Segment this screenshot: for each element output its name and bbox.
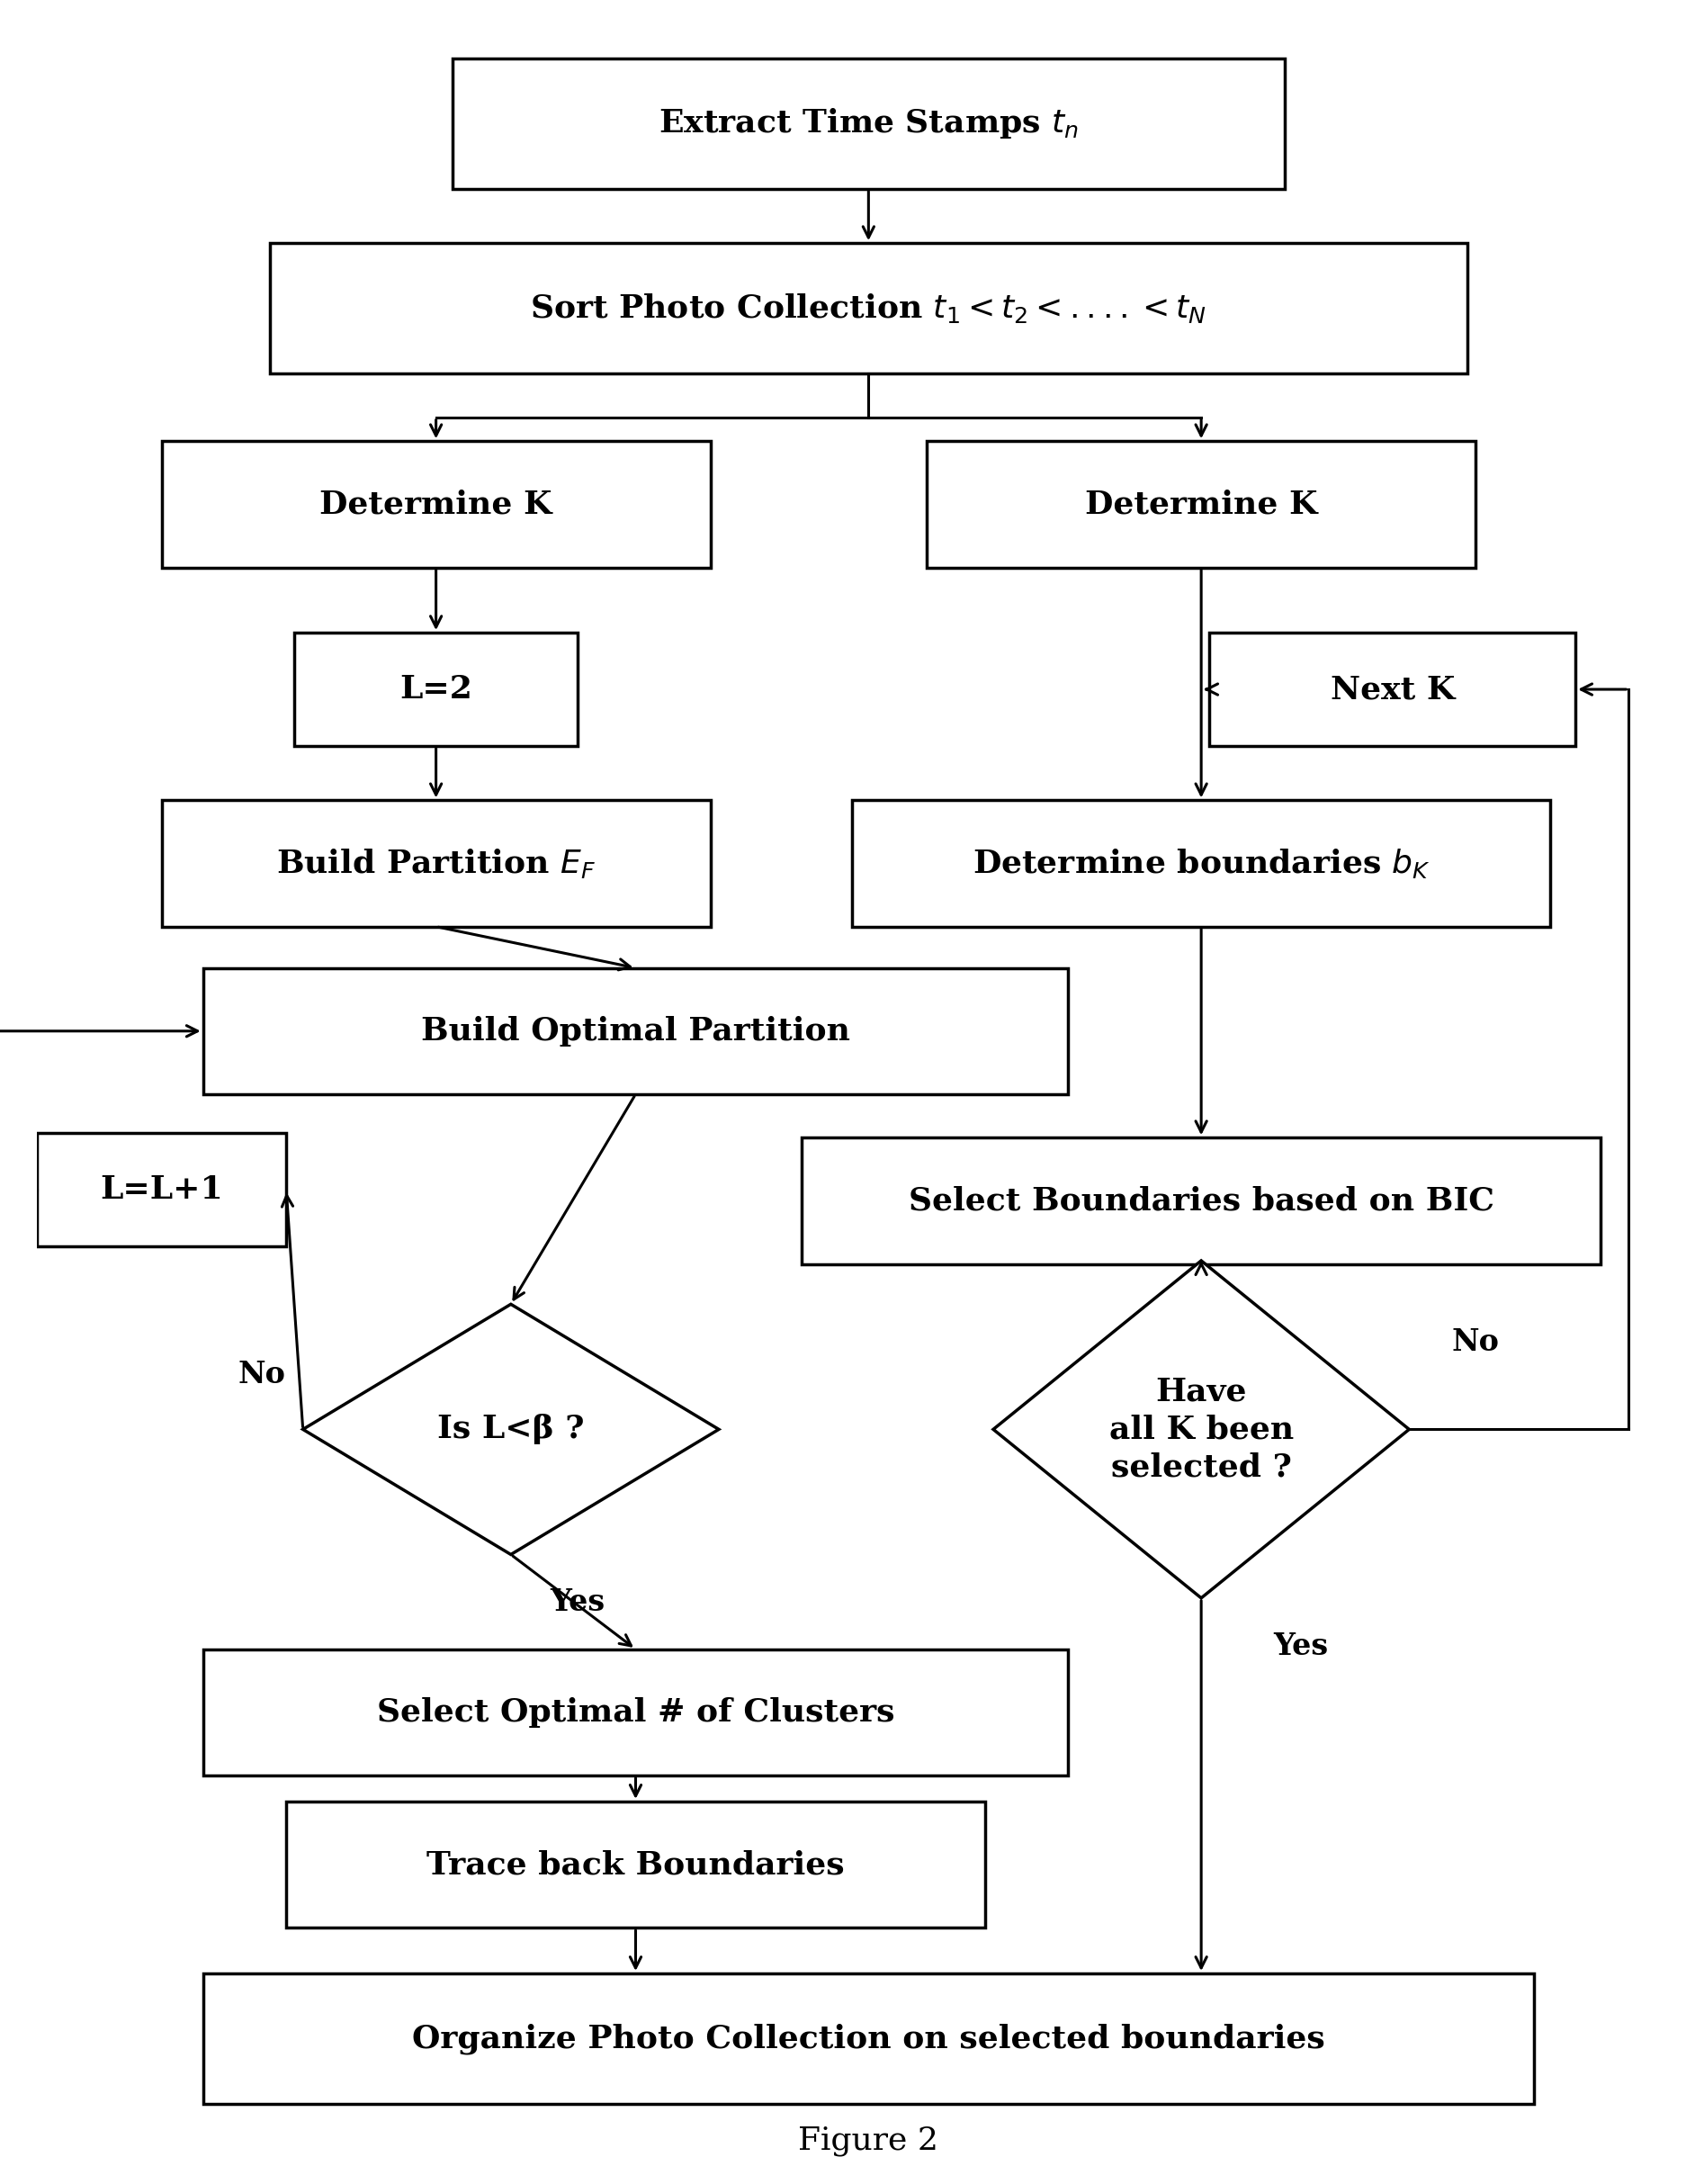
Text: No: No: [237, 1361, 285, 1389]
FancyBboxPatch shape: [927, 441, 1476, 568]
FancyBboxPatch shape: [269, 242, 1467, 373]
FancyBboxPatch shape: [162, 441, 711, 568]
FancyBboxPatch shape: [453, 59, 1285, 188]
Text: Yes: Yes: [550, 1588, 605, 1616]
Text: Build Partition $E_F$: Build Partition $E_F$: [276, 847, 596, 880]
Text: Sort Photo Collection $t_1$$<$$t_2$$<$$....$$<$$t_N$: Sort Photo Collection $t_1$$<$$t_2$$<$$.…: [530, 293, 1206, 325]
Text: Figure 2: Figure 2: [799, 2125, 939, 2156]
Text: Determine K: Determine K: [320, 489, 552, 520]
Text: Select Optimal # of Clusters: Select Optimal # of Clusters: [377, 1697, 895, 1728]
Text: No: No: [1452, 1328, 1500, 1356]
FancyBboxPatch shape: [803, 1138, 1600, 1265]
FancyBboxPatch shape: [162, 799, 711, 926]
Text: Yes: Yes: [1273, 1631, 1329, 1660]
Text: Organize Photo Collection on selected boundaries: Organize Photo Collection on selected bo…: [412, 2022, 1326, 2055]
FancyBboxPatch shape: [286, 1802, 985, 1928]
FancyBboxPatch shape: [203, 1649, 1068, 1776]
Text: Is L<β ?: Is L<β ?: [438, 1413, 584, 1444]
FancyBboxPatch shape: [37, 1133, 286, 1247]
Text: Determine boundaries $b_K$: Determine boundaries $b_K$: [973, 847, 1430, 880]
FancyBboxPatch shape: [203, 968, 1068, 1094]
Text: Build Optimal Partition: Build Optimal Partition: [421, 1016, 850, 1046]
FancyBboxPatch shape: [1210, 633, 1576, 747]
Polygon shape: [993, 1260, 1409, 1599]
FancyBboxPatch shape: [203, 1974, 1534, 2103]
Text: Next K: Next K: [1331, 675, 1455, 705]
Text: L=L+1: L=L+1: [101, 1175, 223, 1206]
Text: L=2: L=2: [400, 675, 472, 705]
Text: Determine K: Determine K: [1085, 489, 1317, 520]
FancyBboxPatch shape: [295, 633, 578, 747]
Text: Extract Time Stamps $t_n$: Extract Time Stamps $t_n$: [658, 107, 1079, 140]
Text: Trace back Boundaries: Trace back Boundaries: [426, 1850, 845, 1880]
FancyBboxPatch shape: [852, 799, 1551, 926]
Text: Select Boundaries based on BIC: Select Boundaries based on BIC: [908, 1186, 1494, 1216]
Polygon shape: [303, 1304, 719, 1555]
Text: Have
all K been
selected ?: Have all K been selected ?: [1109, 1376, 1293, 1483]
